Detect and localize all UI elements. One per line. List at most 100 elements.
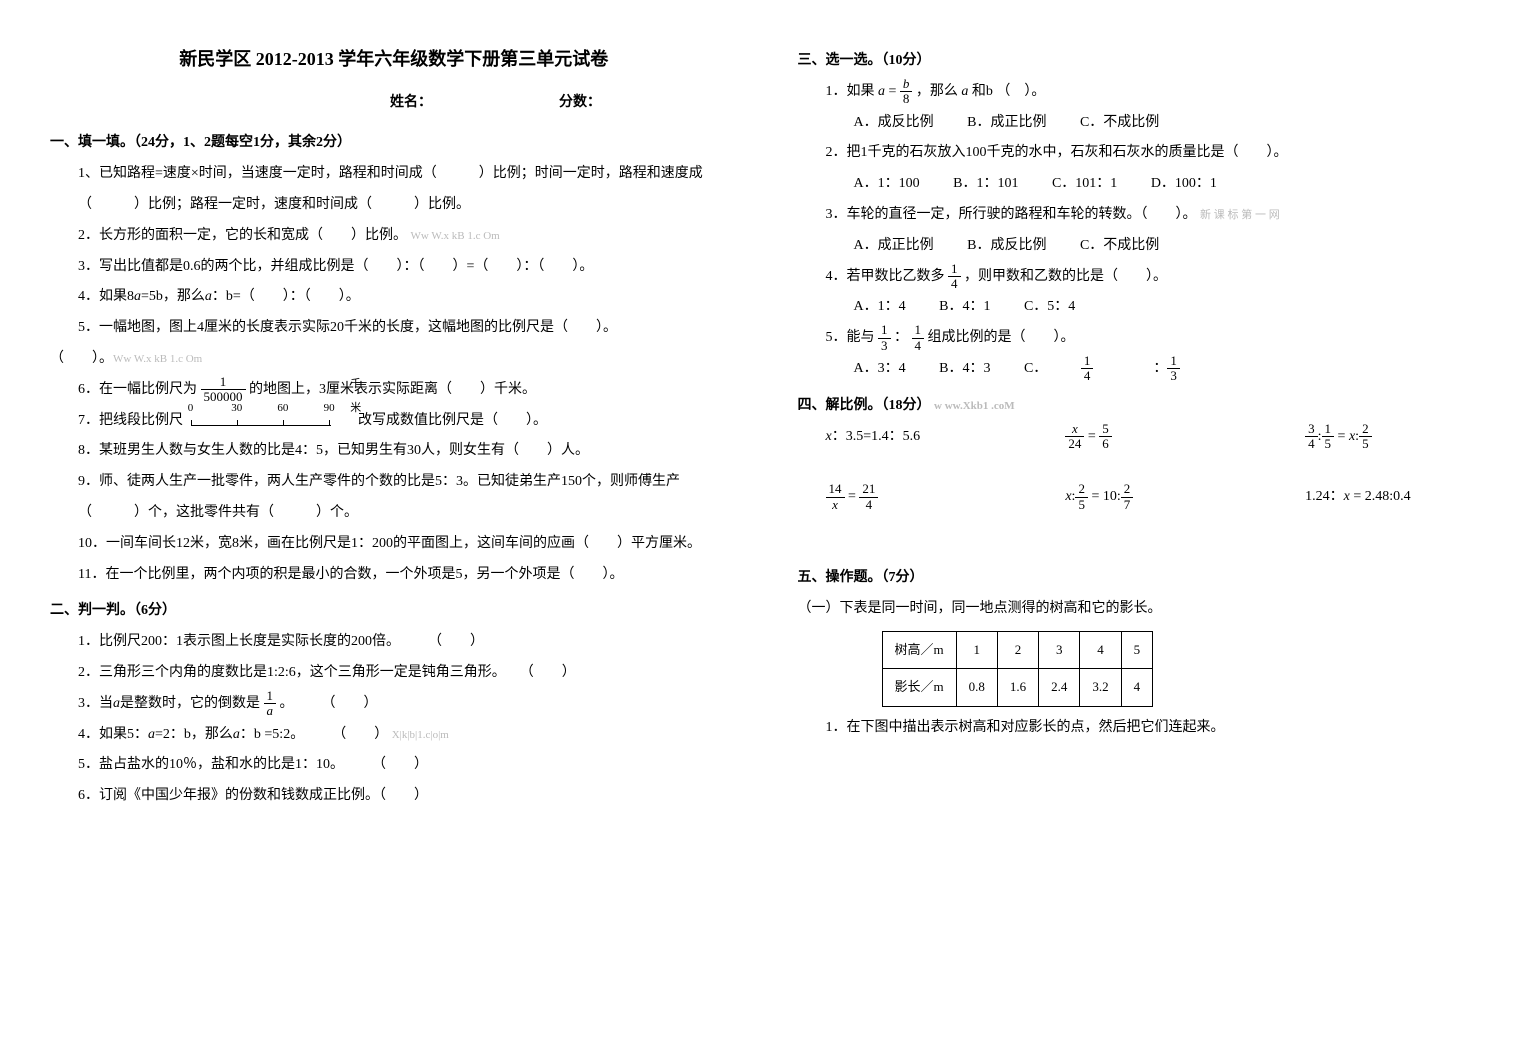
var-a-5: a [233,727,240,742]
page-root: 新民学区 2012-2013 学年六年级数学下册第三单元试卷 姓名： 分数： 一… [50,40,1485,812]
s1-q5-row: 5．一幅地图，图上4厘米的长度表示实际20千米的长度，这幅地图的比例尺是（ ）。 [50,313,738,344]
s4-eq4: 14x = 214 [826,482,1006,513]
s1-q9: 9．师、徒两人生产一批零件，两人生产零件的个数的比是5：3。已知徒弟生产150个… [50,467,738,529]
s3-q1-opt-c: C．不成比例 [1080,115,1159,130]
s5-sub: （一）下表是同一时间，同一地点测得的树高和它的影长。 [798,594,1486,625]
s2-q3-a: 3．当 [78,696,113,711]
s2-q3: 3．当a是整数时，它的倒数是 1a 。 （ ） [50,689,738,720]
var-a-4: a [148,727,155,742]
s3-q4-opt-c: C．5：4 [1024,299,1075,314]
s3-q4: 4．若甲数比乙数多 14 ，则甲数和乙数的比是（ ）。 [798,262,1486,293]
s2-q4-a: 4．如果5： [78,727,148,742]
s4-row2: 14x = 214 x:25 = 10:27 1.24：x = 2.48:0.4 [798,482,1486,513]
s1-q2: 2．长方形的面积一定，它的长和宽成（ ）比例。 Ww W.x kB 1.c Om [50,221,738,252]
s4-eq2: x24 = 56 [1065,422,1245,453]
cell: 5 [1121,631,1153,669]
s3-q3-opt-b: B．成反比例 [967,238,1046,253]
s3-q5-a: 5．能与 [826,330,875,345]
s3-q2-opt-b: B．1：101 [953,176,1018,191]
s2-q3-b: 是整数时，它的倒数是 [120,696,260,711]
s4-eq6-b: = 2.48:0.4 [1350,489,1411,504]
ruler-0: 0 [188,396,194,420]
s3-q1-c: 和b （ ）。 [972,84,1046,99]
section1-head: 一、填一填。（24分，1、2题每空1分，其余2分） [50,128,738,159]
s3-q2-opt-c: C．101：1 [1052,176,1117,191]
s3-q5-c: 组成比例的是（ ）。 [928,330,1075,345]
cell: 2 [997,631,1038,669]
frac-1-4c: 14 [1081,354,1124,384]
section3-head: 三、选一选。（10分） [798,46,1486,77]
ruler-60: 60 [277,396,288,420]
s5-q1: 1．在下图中描出表示树高和对应影长的点，然后把它们连起来。 [798,713,1486,744]
frac-5-6: 56 [1099,422,1112,452]
section4-head: 四、解比例。（18分） w ww.Xkb1 .coM [798,391,1486,422]
section5-head: 五、操作题。（7分） [798,563,1486,594]
s4-eq3: 34:15 = x:25 [1305,422,1485,453]
frac-1-a: 1a [264,689,277,719]
s1-q4-c: ：b=（ ）：（ ）。 [212,289,360,304]
frac-1-4: 14 [948,262,961,292]
tree-shadow-table: 树高／m 1 2 3 4 5 影长／m 0.8 1.6 2.4 3.2 4 [882,631,1154,707]
frac-3-4: 34 [1305,422,1318,452]
s1-q6-b: 的地图上，3厘米表示实际距离（ ）千米。 [249,382,536,397]
s1-q7-b: 改写成数值比例尺是（ ）。 [358,413,547,428]
exam-title: 新民学区 2012-2013 学年六年级数学下册第三单元试卷 [50,40,738,80]
s1-q5: 5．一幅地图，图上4厘米的长度表示实际20千米的长度，这幅地图的比例尺是（ ）。 [50,320,617,335]
s1-q11: 11．在一个比例里，两个内项的积是最小的合数，一个外项是5，另一个外项是（ ）。 [50,560,738,591]
s3-q1-a: 1．如果 [826,84,875,99]
cell: 2.4 [1039,669,1080,707]
var-a-6: a [878,84,885,99]
s2-q4-c: ：b =5:2。 （ ） [240,727,388,742]
s3-q4-opt-a: A．1：4 [854,299,906,314]
cell: 0.8 [956,669,997,707]
cell: 4 [1121,669,1153,707]
s2-q1: 1．比例尺200：1表示图上长度是实际长度的200倍。 （ ） [50,627,738,658]
frac-1-5: 15 [1322,422,1335,452]
frac-b-8: b8 [900,77,913,107]
right-column: 三、选一选。（10分） 1．如果 a = b8 ，那么 a 和b （ ）。 A．… [798,40,1486,812]
s3-q2: 2．把1千克的石灰放入100千克的水中，石灰和石灰水的质量比是（ ）。 [798,138,1486,169]
s3-q2-opt-d: D．100：1 [1151,176,1217,191]
s3-q5-opt-c-pre: C． [1024,361,1047,376]
s2-q5: 5．盐占盐水的10％，盐和水的比是1：10。 （ ） [50,750,738,781]
s1-q7-a: 7．把线段比例尺 [78,413,183,428]
cell: 1 [956,631,997,669]
var-a-7: a [961,84,968,99]
ruler-unit: 千米 [350,372,361,420]
s4-eq5: x:25 = 10:27 [1065,482,1245,513]
s1-q4: 4．如果8a=5b，那么a：b=（ ）：（ ）。 [50,282,738,313]
s3-q5-b: ： [894,330,908,345]
name-label: 姓名： [390,88,432,119]
s4-eq6-a: 1.24： [1305,489,1344,504]
s1-q3: 3．写出比值都是0.6的两个比，并组成比例是（ ）：（ ）=（ ）：（ ）。 [50,252,738,283]
s2-q4-watermark: X|k|b|1.c|o|m [392,729,449,741]
s3-q5-opt-a: A．3：4 [854,361,906,376]
s3-q4-opt-b: B．4：1 [939,299,990,314]
frac-2-7: 27 [1121,482,1134,512]
s2-q4-b: =2：b，那么 [155,727,233,742]
th-height: 树高／m [882,631,956,669]
s3-q3-opt-a: A．成正比例 [854,238,934,253]
var-a: a [134,289,141,304]
s3-q4-opts: A．1：4 B．4：1 C．5：4 [798,292,1486,323]
header-line: 姓名： 分数： [50,88,738,119]
s3-q3-watermark: 新 课 标 第 一 网 [1200,209,1280,221]
frac-21-4: 214 [859,482,878,512]
s3-q3-text: 3．车轮的直径一定，所行驶的路程和车轮的转数。（ ）。 [826,207,1197,222]
s3-q1-b: ，那么 [916,84,958,99]
s1-q5-faint-row: （ ）。Ww W.x kB 1.c Om [50,344,738,375]
s3-q1-opts: A．成反比例 B．成正比例 C．不成比例 [798,108,1486,139]
s1-q2-watermark: Ww W.x kB 1.c Om [411,230,500,242]
s4-eq6: 1.24：x = 2.48:0.4 [1305,482,1485,513]
s3-q4-b: ，则甲数和乙数的比是（ ）。 [964,269,1167,284]
s4-row1: x：3.5=1.4：5.6 x24 = 56 34:15 = x:25 [798,422,1486,453]
s3-q5: 5．能与 13 ： 14 组成比例的是（ ）。 [798,323,1486,354]
s4-eq1: x：3.5=1.4：5.6 [826,422,1006,453]
s1-q10: 10．一间车间长12米，宽8米，画在比例尺是1：200的平面图上，这间车间的应画… [50,529,738,560]
s3-q4-a: 4．若甲数比乙数多 [826,269,945,284]
s2-q3-c: 。 （ ） [280,696,378,711]
s3-q2-opt-a: A．1：100 [854,176,920,191]
s1-q7: 7．把线段比例尺 0 30 60 90 千米 改写成数值比例尺是（ ）。 [50,406,738,437]
s3-q5-opt-b: B．4：3 [939,361,990,376]
ruler-90: 90 [324,396,335,420]
